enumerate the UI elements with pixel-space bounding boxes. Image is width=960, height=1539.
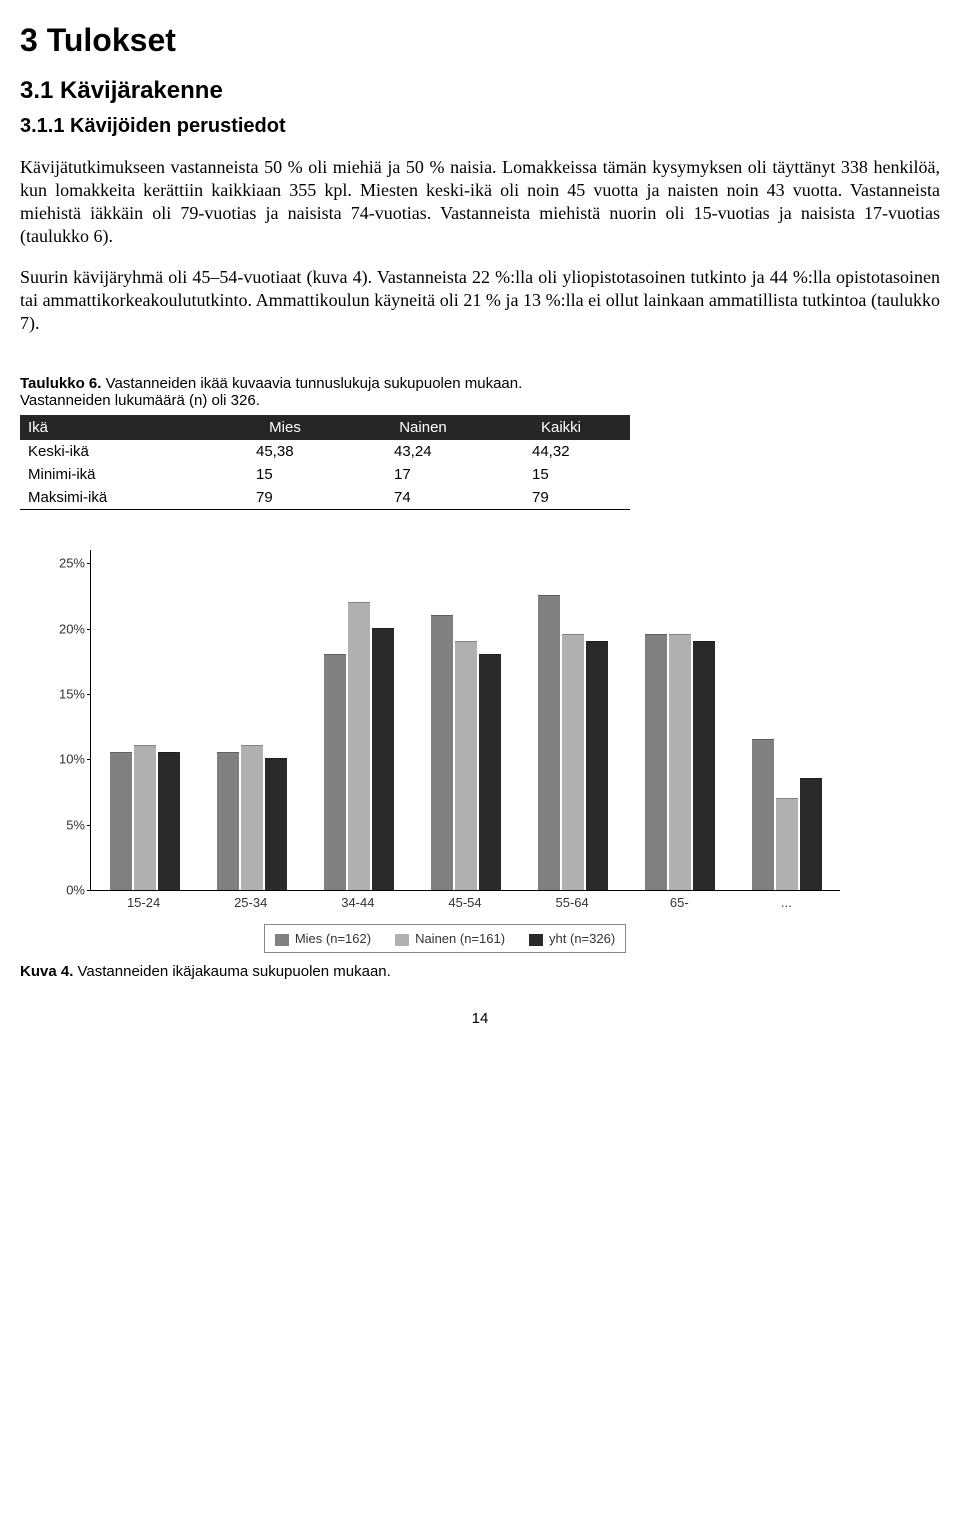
bar bbox=[586, 641, 608, 890]
table-cell: 74 bbox=[354, 486, 492, 510]
heading-2: 3.1 Kävijärakenne bbox=[20, 77, 940, 105]
paragraph-1: Kävijätutkimukseen vastanneista 50 % oli… bbox=[20, 156, 940, 248]
legend-item: Nainen (n=161) bbox=[395, 931, 505, 946]
bar-group bbox=[733, 550, 840, 890]
y-tick-label: 0% bbox=[47, 883, 85, 898]
th-nainen: Nainen bbox=[354, 415, 492, 440]
bar-group bbox=[91, 550, 198, 890]
table-cell: 79 bbox=[492, 486, 630, 510]
y-tick-label: 15% bbox=[47, 687, 85, 702]
legend-item: yht (n=326) bbox=[529, 931, 615, 946]
table-cell: Maksimi-ikä bbox=[20, 486, 216, 510]
y-tick-label: 25% bbox=[47, 556, 85, 571]
age-distribution-chart: 0% 5% 10% 15% 20% 25% 15-2425-3434-4445-5455-… bbox=[50, 550, 840, 953]
figure-caption: Kuva 4. Vastanneiden ikäjakauma sukupuol… bbox=[20, 963, 940, 980]
table-row: Minimi-ikä151715 bbox=[20, 463, 630, 486]
bar bbox=[431, 615, 453, 891]
bar bbox=[158, 752, 180, 890]
bar bbox=[776, 798, 798, 891]
th-kaikki: Kaikki bbox=[492, 415, 630, 440]
bar bbox=[134, 745, 156, 890]
table-row: Keski-ikä45,3843,2444,32 bbox=[20, 440, 630, 463]
bar bbox=[241, 745, 263, 890]
bar bbox=[645, 634, 667, 890]
legend-swatch bbox=[529, 934, 543, 946]
table-caption-line2: Vastanneiden lukumäärä (n) oli 326. bbox=[20, 392, 260, 409]
table-cell: 15 bbox=[216, 463, 354, 486]
bar-group bbox=[305, 550, 412, 890]
bar bbox=[752, 739, 774, 890]
table-cell: 43,24 bbox=[354, 440, 492, 463]
x-tick-label: 15-24 bbox=[90, 891, 197, 910]
table-caption-rest: Vastanneiden ikää kuvaavia tunnuslukuja … bbox=[101, 375, 522, 392]
bar bbox=[217, 752, 239, 890]
bar bbox=[693, 641, 715, 890]
heading-3: 3.1.1 Kävijöiden perustiedot bbox=[20, 115, 940, 138]
bar bbox=[110, 752, 132, 890]
legend-label: yht (n=326) bbox=[549, 931, 615, 946]
x-tick-label: 55-64 bbox=[519, 891, 626, 910]
bar-group bbox=[626, 550, 733, 890]
y-tick-label: 5% bbox=[47, 817, 85, 832]
figure-caption-rest: Vastanneiden ikäjakauma sukupuolen mukaa… bbox=[73, 963, 390, 980]
th-ika: Ikä bbox=[20, 415, 216, 440]
bar-group bbox=[519, 550, 626, 890]
y-tick-label: 20% bbox=[47, 621, 85, 636]
x-tick-label: ... bbox=[733, 891, 840, 910]
table-cell: Minimi-ikä bbox=[20, 463, 216, 486]
legend-item: Mies (n=162) bbox=[275, 931, 371, 946]
legend-label: Mies (n=162) bbox=[295, 931, 371, 946]
y-tick-label: 10% bbox=[47, 752, 85, 767]
bar bbox=[562, 634, 584, 890]
table-row: Maksimi-ikä797479 bbox=[20, 486, 630, 510]
bar-group bbox=[412, 550, 519, 890]
bar bbox=[479, 654, 501, 890]
bar bbox=[800, 778, 822, 890]
table-cell: 79 bbox=[216, 486, 354, 510]
figure-caption-bold: Kuva 4. bbox=[20, 963, 73, 980]
bar-group bbox=[198, 550, 305, 890]
age-table: Ikä Mies Nainen Kaikki Keski-ikä45,3843,… bbox=[20, 415, 630, 510]
table-cell: 15 bbox=[492, 463, 630, 486]
legend-label: Nainen (n=161) bbox=[415, 931, 505, 946]
bar bbox=[538, 595, 560, 890]
table-cell: 17 bbox=[354, 463, 492, 486]
table-caption-bold: Taulukko 6. bbox=[20, 375, 101, 392]
table-cell: 44,32 bbox=[492, 440, 630, 463]
bar bbox=[669, 634, 691, 890]
bar bbox=[348, 602, 370, 891]
table-cell: Keski-ikä bbox=[20, 440, 216, 463]
heading-1: 3 Tulokset bbox=[20, 22, 940, 59]
th-mies: Mies bbox=[216, 415, 354, 440]
bar bbox=[372, 628, 394, 891]
x-tick-label: 34-44 bbox=[304, 891, 411, 910]
bar bbox=[265, 758, 287, 890]
chart-legend: Mies (n=162) Nainen (n=161) yht (n=326) bbox=[264, 924, 626, 953]
x-tick-label: 25-34 bbox=[197, 891, 304, 910]
x-tick-label: 45-54 bbox=[411, 891, 518, 910]
page-number: 14 bbox=[20, 1010, 940, 1027]
legend-swatch bbox=[275, 934, 289, 946]
bar bbox=[455, 641, 477, 890]
legend-swatch bbox=[395, 934, 409, 946]
table-caption: Taulukko 6. Vastanneiden ikää kuvaavia t… bbox=[20, 375, 940, 409]
bar bbox=[324, 654, 346, 890]
table-cell: 45,38 bbox=[216, 440, 354, 463]
paragraph-2: Suurin kävijäryhmä oli 45–54-vuotiaat (k… bbox=[20, 266, 940, 335]
x-tick-label: 65- bbox=[626, 891, 733, 910]
